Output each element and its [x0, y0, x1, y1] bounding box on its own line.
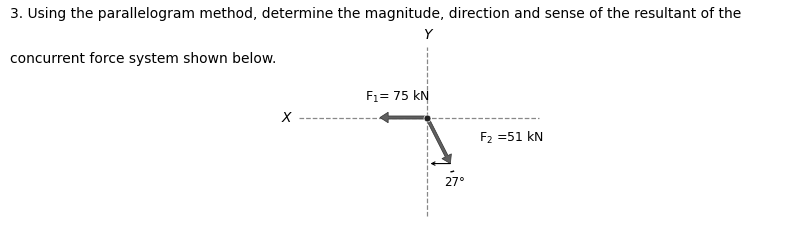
Text: concurrent force system shown below.: concurrent force system shown below. [10, 52, 276, 66]
FancyArrow shape [425, 117, 452, 164]
Text: 27°: 27° [444, 176, 464, 189]
Text: F$_2$ =51 kN: F$_2$ =51 kN [479, 130, 544, 146]
FancyArrow shape [380, 112, 427, 123]
Text: Y: Y [423, 28, 431, 42]
Text: X: X [282, 110, 291, 125]
Text: F$_1$= 75 kN: F$_1$= 75 kN [365, 88, 430, 105]
Text: 3. Using the parallelogram method, determine the magnitude, direction and sense : 3. Using the parallelogram method, deter… [10, 7, 741, 21]
